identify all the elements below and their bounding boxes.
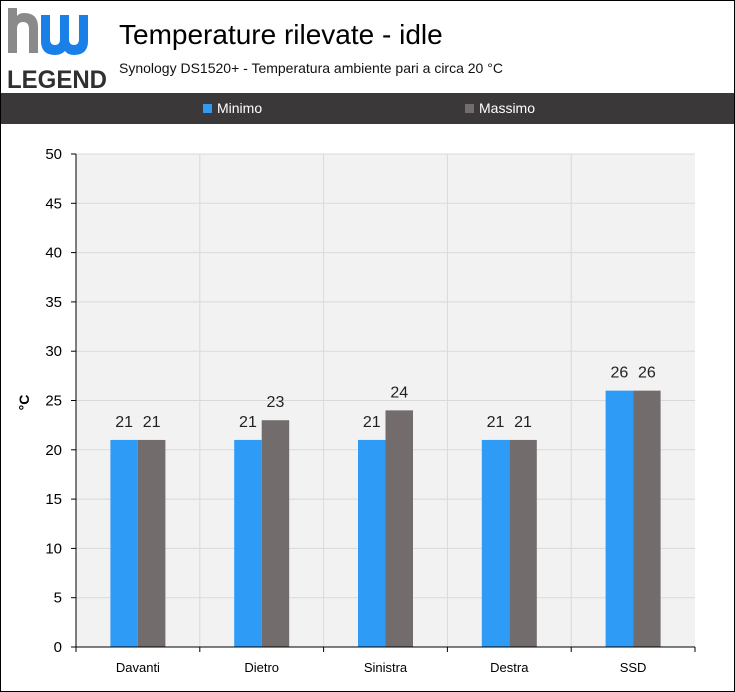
data-label: 21 [487, 414, 505, 431]
y-tick-label: 35 [45, 294, 62, 311]
y-tick-label: 40 [45, 245, 62, 262]
y-tick-label: 50 [45, 146, 62, 163]
bar-minimo [110, 439, 138, 647]
bar-massimo [509, 439, 537, 647]
bar-massimo [385, 410, 413, 647]
data-label: 21 [514, 414, 532, 431]
data-label: 23 [267, 394, 285, 411]
legend-item-minimo: Minimo [203, 100, 262, 116]
bar-massimo [261, 420, 290, 647]
legend-label-minimo: Minimo [217, 100, 263, 116]
bar-minimo [605, 390, 634, 647]
y-axis-label: °C [16, 395, 32, 411]
bar-massimo [633, 390, 661, 647]
x-tick-label: Dietro [244, 660, 279, 675]
x-tick-label: Sinistra [364, 660, 408, 675]
data-label: 24 [390, 384, 408, 401]
bar-minimo [481, 439, 510, 647]
y-tick-label: 25 [45, 393, 62, 410]
y-tick-label: 10 [45, 540, 62, 557]
legend-item-massimo: Massimo [465, 100, 535, 116]
y-tick-label: 30 [45, 343, 62, 360]
legend-label-massimo: Massimo [479, 100, 536, 116]
legend: Minimo Massimo [1, 93, 734, 124]
y-tick-label: 15 [45, 491, 62, 508]
bar-minimo [234, 439, 262, 647]
data-label: 26 [638, 365, 656, 382]
legend-swatch-minimo [203, 103, 212, 113]
bar-massimo [137, 439, 166, 647]
x-tick-label: SSD [620, 660, 647, 675]
bar-chart: 0 5 10 15 20 25 30 35 40 45 50 21 21 Davanti 21 23 Dietr… [16, 146, 696, 675]
x-tick-label: Davanti [116, 660, 160, 675]
y-tick-label: 5 [54, 590, 62, 607]
svg-text:LEGEND: LEGEND [7, 66, 107, 91]
bar-minimo [358, 439, 386, 647]
data-label: 21 [143, 414, 161, 431]
chart-subtitle: Synology DS1520+ - Temperatura ambiente … [119, 60, 503, 76]
data-label: 21 [115, 414, 133, 431]
y-tick-label: 45 [45, 195, 62, 212]
data-label: 21 [363, 414, 381, 431]
x-tick-label: Destra [490, 660, 529, 675]
data-label: 21 [239, 414, 257, 431]
data-label: 26 [610, 365, 628, 382]
y-tick-label: 0 [54, 639, 62, 656]
legend-swatch-massimo [465, 103, 474, 113]
chart-title: Temperature rilevate - idle [119, 19, 443, 50]
y-tick-label: 20 [45, 442, 62, 459]
hwlegend-logo: LEGEND [7, 8, 107, 91]
